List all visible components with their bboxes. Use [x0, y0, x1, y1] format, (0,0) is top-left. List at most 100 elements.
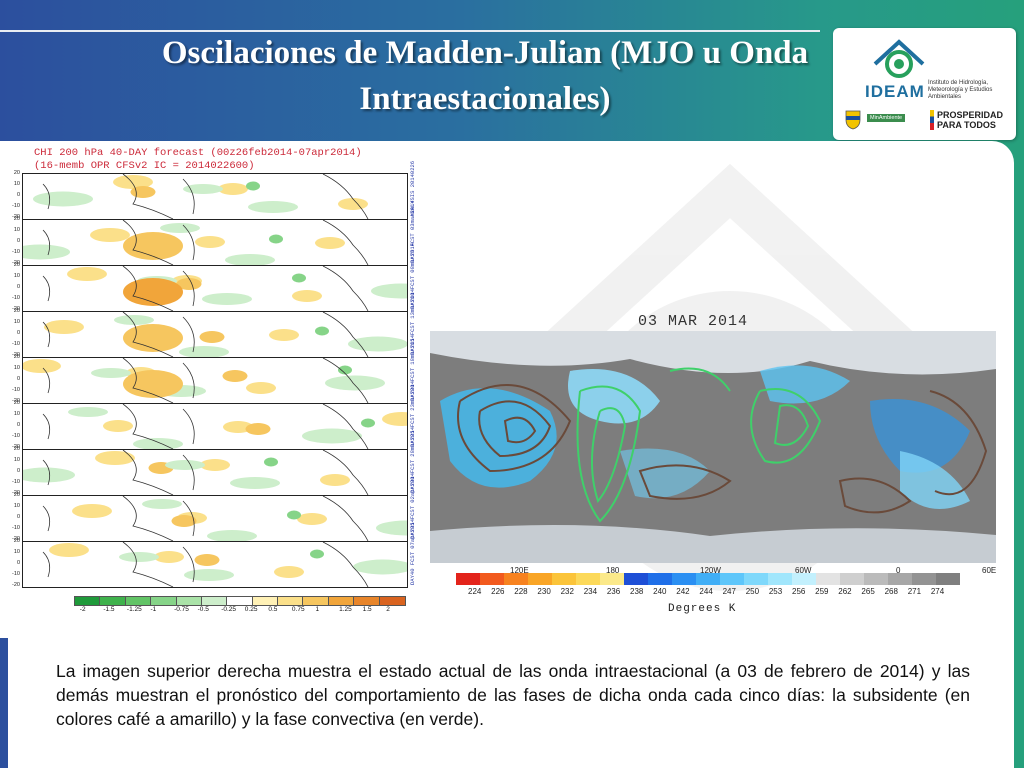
y-tick-label: -20 [12, 582, 20, 588]
anomaly-blob [264, 457, 278, 467]
scale-segment [576, 573, 600, 585]
scale-segment [888, 573, 912, 585]
anomaly-blob [310, 549, 324, 559]
colorbar-segment [302, 596, 330, 606]
anomaly-blob [179, 346, 229, 357]
y-tick-label: 10 [13, 273, 20, 279]
y-tick-label: -20 [12, 444, 20, 450]
scale-label: 230 [537, 587, 551, 596]
y-tick-label: 10 [13, 181, 20, 187]
anomaly-blob [72, 504, 112, 518]
colorbar-label: 1 [315, 606, 320, 613]
anomaly-blob [119, 552, 159, 562]
anomaly-blob [371, 283, 407, 299]
anomaly-blob [325, 375, 385, 391]
colorbar-label: 1.25 [339, 606, 352, 613]
olr-date: 03 MAR 2014 [638, 313, 749, 330]
colorbar-label: -1 [150, 606, 157, 613]
scale-label: 242 [676, 587, 690, 596]
anomaly-blob [202, 293, 252, 305]
anomaly-blob [338, 365, 352, 375]
prosperidad-label: PROSPERIDAD PARA TODOS [937, 110, 1004, 130]
colorbar-label: -0.75 [174, 606, 189, 613]
anomaly-blob [171, 515, 197, 527]
longitude-label: 60W [795, 566, 812, 575]
anomaly-blob [376, 520, 407, 536]
scale-label: 265 [861, 587, 875, 596]
slide-content: CHI 200 hPa 40-DAY forecast (00z26feb201… [0, 141, 1014, 768]
y-tick-label: -10 [12, 387, 20, 393]
scale-segment [840, 573, 864, 585]
chi200-forecast-figure: CHI 200 hPa 40-DAY forecast (00z26feb201… [0, 141, 430, 621]
anomaly-blob [23, 244, 70, 260]
colorbar-segment [99, 596, 127, 606]
colorbar-label: 0.75 [291, 606, 305, 613]
longitude-label: 0 [896, 566, 901, 575]
panel-map [33, 174, 369, 219]
scale-label: 224 [468, 587, 482, 596]
anomaly-blob [353, 559, 407, 575]
chi200-title-line1: CHI 200 hPa 40-DAY forecast (00z26feb201… [34, 147, 362, 159]
panel-date-text: DAY40 FCST 07apr2014 [409, 518, 416, 585]
anomaly-blob [160, 223, 200, 233]
scale-segment [624, 573, 648, 585]
scale-segment [456, 573, 480, 585]
anomaly-blob [287, 510, 301, 520]
scale-segment [552, 573, 576, 585]
y-tick-label: 10 [13, 549, 20, 555]
anomaly-blob [123, 278, 183, 306]
y-tick-label: 10 [13, 365, 20, 371]
y-tick-label: -20 [12, 490, 20, 496]
anomaly-blob [195, 236, 225, 248]
ideam-emblem-icon [873, 39, 925, 78]
panel-map [23, 450, 369, 495]
forecast-panel [22, 173, 408, 220]
scale-label: 228 [514, 587, 528, 596]
colorbar-label: -2 [79, 606, 86, 613]
scale-segment [936, 573, 960, 585]
scale-label: 256 [792, 587, 806, 596]
y-tick-label: -10 [12, 341, 20, 347]
colorbar-label: -1.25 [126, 606, 142, 613]
y-tick-label: -10 [12, 571, 20, 577]
anomaly-blob [207, 530, 257, 541]
colorbar-segment [353, 596, 381, 606]
y-tick-label: 20 [13, 262, 20, 268]
colorbar-label: -0.5 [197, 606, 209, 613]
anomaly-blob [223, 421, 253, 433]
prosperidad-logo: PROSPERIDAD PARA TODOS [930, 110, 1015, 130]
forecast-panel [22, 219, 408, 266]
anomaly-blob [165, 460, 205, 470]
colorbar-label: -0.25 [221, 606, 237, 613]
scale-segment [696, 573, 720, 585]
scale-segment [672, 573, 696, 585]
scale-label: 250 [745, 587, 760, 596]
anomaly-blob [176, 278, 202, 290]
anomaly-blob [222, 370, 248, 382]
anomaly-blob [103, 420, 133, 432]
olr-map-graphic [430, 331, 996, 563]
left-accent-stripe [0, 638, 8, 768]
anomaly-blob [269, 234, 283, 244]
olr-temperature-scale [456, 573, 960, 585]
colorbar-segment [277, 596, 305, 606]
anomaly-blob [200, 459, 230, 471]
anomaly-blob [246, 382, 276, 394]
scale-segment [816, 573, 840, 585]
scale-label: 244 [699, 587, 713, 596]
panel-map [42, 496, 407, 541]
colorbar-label: 2 [386, 606, 390, 613]
anomaly-blob [297, 513, 327, 525]
scale-label: 226 [491, 587, 505, 596]
anomaly-blob [33, 191, 93, 207]
scale-label: 268 [884, 587, 898, 596]
y-tick-label: 0 [16, 422, 20, 428]
colorbar-segment [200, 596, 229, 606]
coastline [42, 496, 369, 541]
y-tick-label: 20 [13, 446, 20, 452]
y-tick-label: -10 [12, 479, 20, 485]
forecast-panel [22, 311, 408, 358]
title-rule [0, 30, 820, 32]
y-tick-label: 10 [13, 227, 20, 233]
anomaly-blob [320, 474, 350, 486]
